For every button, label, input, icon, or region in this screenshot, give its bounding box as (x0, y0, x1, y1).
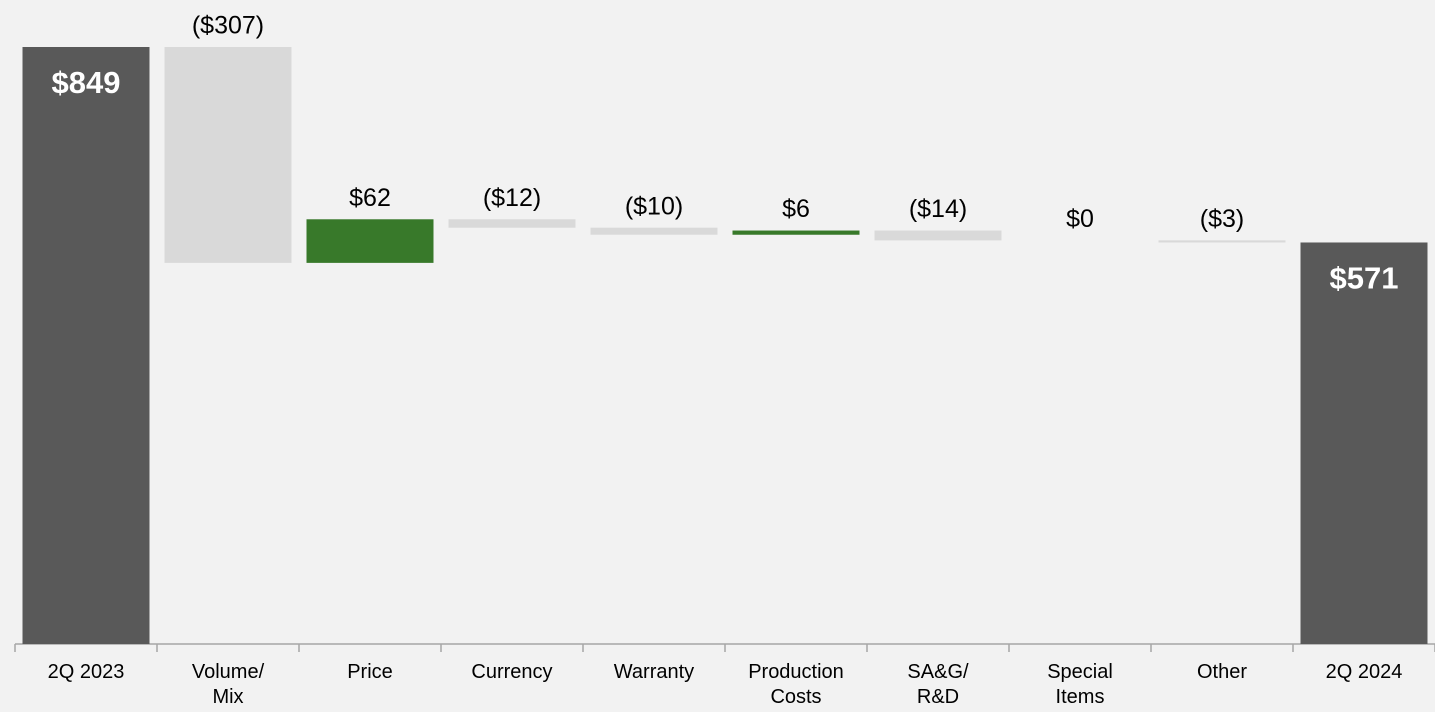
value-label: ($10) (625, 192, 683, 220)
x-tick-label-line: Price (347, 661, 393, 683)
x-tick-label-line: Other (1197, 661, 1247, 683)
delta-bar (590, 227, 718, 235)
value-label: $0 (1066, 205, 1094, 233)
value-label: ($12) (483, 184, 541, 212)
total-bar (1300, 242, 1428, 644)
x-tick-label: Warranty (614, 661, 694, 683)
total-bar (22, 47, 150, 644)
delta-bar (732, 230, 860, 235)
x-tick-label: 2Q 2024 (1326, 661, 1403, 683)
x-tick-label-line: Currency (471, 661, 552, 683)
delta-bar (448, 219, 576, 228)
value-label: $62 (349, 184, 391, 212)
delta-bar (306, 219, 434, 263)
total-label: $571 (1330, 261, 1399, 296)
x-tick-label-line: Production (748, 661, 844, 683)
x-tick-label-line: Warranty (614, 661, 694, 683)
x-tick-label: Other (1197, 661, 1247, 683)
x-tick-label: Price (347, 661, 393, 683)
total-label: $849 (52, 65, 121, 100)
x-tick-label-line: Costs (770, 686, 821, 708)
delta-bar (874, 230, 1002, 241)
x-tick-label-line: SA&G/ (907, 661, 969, 683)
x-tick-label: Production Costs (748, 661, 844, 708)
value-label: ($14) (909, 195, 967, 223)
x-tick-label-line: Mix (212, 686, 243, 708)
x-tick-label-line: Volume/ (192, 661, 265, 683)
delta-bar (1158, 240, 1286, 243)
value-label: ($3) (1200, 205, 1244, 233)
x-tick-label: 2Q 2023 (48, 661, 125, 683)
x-tick-label-line: R&D (917, 686, 959, 708)
x-tick-label-line: Special (1047, 661, 1113, 683)
x-tick-label-line: 2Q 2024 (1326, 661, 1403, 683)
value-label: ($307) (192, 12, 264, 40)
value-label: $6 (782, 195, 810, 223)
x-tick-label-line: 2Q 2023 (48, 661, 125, 683)
x-tick-label: Special Items (1047, 661, 1113, 708)
delta-bar (164, 47, 292, 263)
x-tick-label: SA&G/R&D (907, 661, 969, 708)
x-tick-label: Volume/Mix (192, 661, 265, 708)
x-tick-label-line: Items (1056, 686, 1105, 708)
x-tick-label: Currency (471, 661, 552, 683)
